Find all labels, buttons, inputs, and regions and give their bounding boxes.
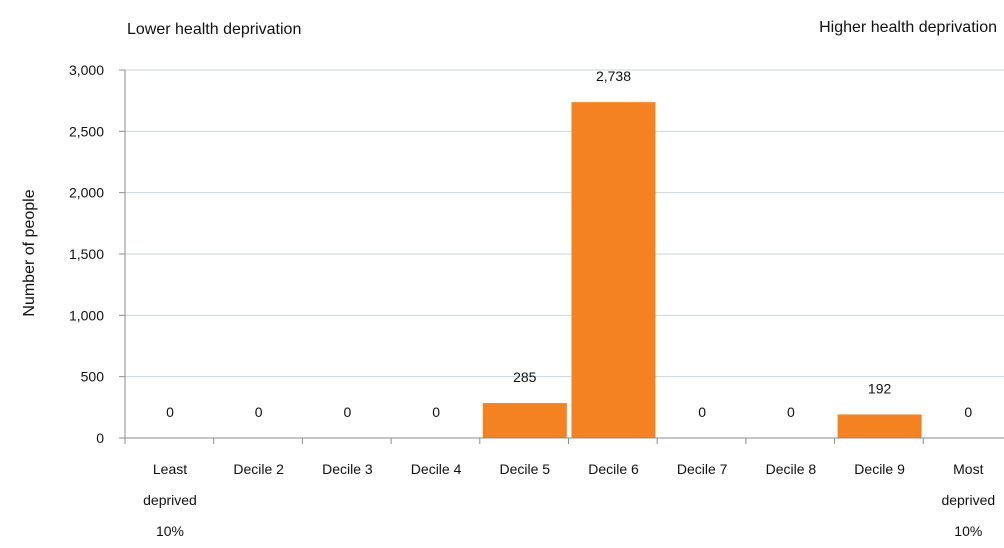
x-tick-label: Decile 7 [677, 461, 728, 477]
data-label: 0 [344, 404, 352, 420]
x-tick-label: Decile 4 [411, 461, 462, 477]
data-label: 0 [432, 404, 440, 420]
y-tick-label: 3,000 [69, 62, 104, 78]
left-annotation: Lower health deprivation [127, 21, 301, 38]
bar [482, 403, 567, 438]
grid-layer [125, 69, 1004, 378]
y-axis-label: Number of people [21, 189, 38, 316]
bar [837, 414, 922, 438]
x-tick-label: 10% [954, 523, 982, 539]
right-annotation: Higher health deprivation [819, 19, 997, 36]
data-label: 0 [166, 404, 174, 420]
x-tick-label: Decile 2 [233, 461, 284, 477]
x-tick-label: 10% [156, 523, 184, 539]
y-tick-label: 500 [81, 369, 105, 385]
label-layer: 0 500 1,000 1,500 2,000 2,500 3,000 0 Least depri… [69, 62, 995, 539]
y-tick-label: 2,000 [69, 185, 104, 201]
x-tick-label: Decile 5 [500, 461, 551, 477]
data-label: 0 [698, 404, 706, 420]
data-label: 0 [255, 404, 263, 420]
y-tick-label: 1,000 [69, 307, 104, 323]
bar [571, 102, 656, 438]
data-label: 0 [787, 404, 795, 420]
x-tick-label: Decile 9 [854, 461, 905, 477]
bar-layer [482, 102, 922, 438]
y-tick-label: 0 [96, 430, 104, 446]
x-tick-label: Most [953, 461, 983, 477]
x-tick-label: Decile 3 [322, 461, 373, 477]
y-tick-label: 2,500 [69, 123, 104, 139]
data-label: 192 [868, 380, 892, 396]
x-tick-label: deprived [143, 492, 197, 508]
axis-layer [119, 69, 1004, 444]
y-tick-label: 1,500 [69, 246, 104, 262]
x-tick-label: Decile 8 [766, 461, 817, 477]
x-tick-label: deprived [941, 492, 995, 508]
data-label: 0 [964, 404, 972, 420]
data-label: 2,738 [596, 68, 631, 84]
data-label: 285 [513, 369, 537, 385]
x-tick-label: Least [153, 461, 187, 477]
x-tick-label: Decile 6 [588, 461, 639, 477]
